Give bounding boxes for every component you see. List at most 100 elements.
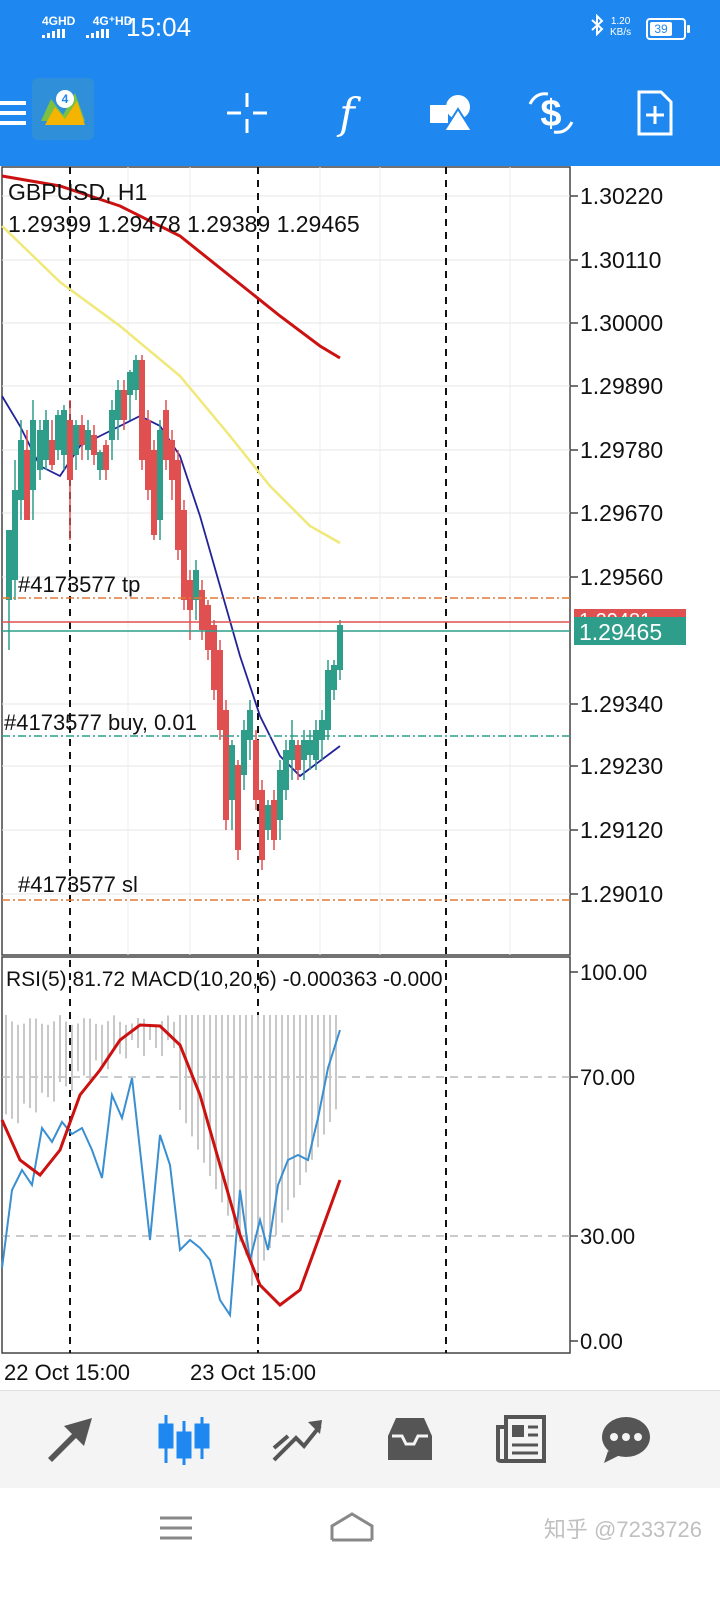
network-indicator: 4GHD 4G⁺HD xyxy=(42,14,132,38)
quotes-icon xyxy=(48,1418,92,1462)
price-tick-label: 1.29560 xyxy=(580,564,663,590)
menu-icon[interactable] xyxy=(0,88,38,138)
mid-ma-line xyxy=(1,225,341,545)
candle xyxy=(181,500,187,610)
indicators-icon[interactable]: f xyxy=(339,88,355,138)
signal-bars-icon xyxy=(42,28,122,38)
candle xyxy=(265,800,271,840)
candle xyxy=(247,700,253,760)
price-chart[interactable]: GBPUSD, H1 1.29399 1.29478 1.29389 1.294… xyxy=(0,166,720,1390)
clock: 15:04 xyxy=(126,12,192,42)
candle xyxy=(211,620,217,700)
objects-icon[interactable] xyxy=(426,88,476,138)
crosshair-icon[interactable] xyxy=(222,88,272,138)
candle xyxy=(67,400,73,540)
candle xyxy=(205,600,211,660)
candle xyxy=(169,430,175,500)
net-speed-value: 1.20 xyxy=(610,16,631,27)
metatrader-logo[interactable]: 4 xyxy=(32,78,94,140)
candle xyxy=(43,410,49,470)
battery-icon: 39 xyxy=(646,18,690,40)
chart-tab[interactable] xyxy=(154,1409,214,1469)
candle xyxy=(193,560,199,620)
candle xyxy=(37,420,43,480)
candle xyxy=(18,420,24,520)
status-bar: 4GHD 4G⁺HD 15:04 1.20 KB/s 39 xyxy=(0,0,720,56)
candle xyxy=(12,460,18,600)
candle xyxy=(175,450,181,560)
macd-signal-line xyxy=(0,1023,342,1307)
price-tick-label: 1.30220 xyxy=(580,183,663,209)
candle xyxy=(253,730,259,810)
sub-tick-label: 0.00 xyxy=(580,1329,623,1354)
candle xyxy=(187,570,193,640)
candle xyxy=(277,760,283,840)
candle xyxy=(139,355,145,470)
candle xyxy=(241,720,247,790)
toolbar: 4 f $ xyxy=(0,56,720,166)
recents-icon xyxy=(160,1516,192,1540)
candle xyxy=(24,430,30,520)
candle xyxy=(6,530,12,650)
trade-icon[interactable]: $ xyxy=(526,88,576,138)
history-icon xyxy=(388,1418,432,1460)
candle xyxy=(85,420,91,460)
time-label-2: 23 Oct 15:00 xyxy=(190,1360,316,1385)
price-tick-label: 1.29120 xyxy=(580,817,663,843)
candle xyxy=(103,440,109,480)
candle xyxy=(163,400,169,470)
chart-area[interactable]: GBPUSD, H1 1.29399 1.29478 1.29389 1.294… xyxy=(0,166,720,1390)
net-speed: 1.20 KB/s xyxy=(610,16,631,38)
candle xyxy=(55,410,61,460)
candle xyxy=(295,740,301,780)
candle xyxy=(289,720,295,780)
candle xyxy=(79,415,85,460)
sub-tick-label: 100.00 xyxy=(580,960,647,985)
candle xyxy=(157,420,163,540)
candle xyxy=(127,370,133,420)
candle xyxy=(91,425,97,465)
candle xyxy=(73,420,79,470)
news-tab[interactable] xyxy=(492,1409,552,1469)
trade-tab[interactable] xyxy=(266,1409,326,1469)
candle xyxy=(121,380,127,430)
tp-label: #4173577 tp xyxy=(18,572,140,597)
history-tab[interactable] xyxy=(380,1409,440,1469)
sub-tick-label: 70.00 xyxy=(580,1065,635,1090)
quotes-tab[interactable] xyxy=(40,1409,100,1469)
bluetooth-icon xyxy=(590,13,604,42)
home-icon xyxy=(330,1512,374,1542)
system-navigation-bar xyxy=(0,1488,720,1600)
candle xyxy=(217,640,223,740)
candle xyxy=(30,400,36,520)
watermark: 知乎 @7233726 xyxy=(543,1517,702,1542)
candle xyxy=(235,760,241,860)
candle xyxy=(325,660,331,740)
chat-tab[interactable] xyxy=(596,1409,656,1469)
price-tick-label: 1.29670 xyxy=(580,500,663,526)
current-price-badge xyxy=(574,617,686,645)
subwindow-label: RSI(5) 81.72 MACD(10,20,6) -0.000363 -0.… xyxy=(6,968,443,991)
sub-tick-label: 30.00 xyxy=(580,1224,635,1249)
home-button[interactable] xyxy=(328,1510,378,1551)
price-tick-label: 1.30000 xyxy=(580,310,663,336)
svg-text:4: 4 xyxy=(62,92,69,106)
price-tick-label: 1.29890 xyxy=(580,373,663,399)
recents-button[interactable] xyxy=(158,1514,196,1549)
candle xyxy=(271,790,277,850)
chat-icon xyxy=(602,1417,650,1463)
current-price-label: 1.29465 xyxy=(579,619,662,645)
candle xyxy=(133,355,139,400)
candle xyxy=(319,710,325,760)
candle xyxy=(151,440,157,540)
sl-label: #4173577 sl xyxy=(18,872,138,897)
candle xyxy=(229,740,235,830)
slow-ma-line xyxy=(1,174,341,360)
network-1-label: 4GHD xyxy=(42,14,76,28)
new-order-icon[interactable] xyxy=(630,88,680,138)
price-tick-label: 1.29010 xyxy=(580,881,663,907)
price-tick-label: 1.30110 xyxy=(580,247,661,273)
buy-label: #4173577 buy, 0.01 xyxy=(4,710,197,735)
price-tick-label: 1.29340 xyxy=(580,691,663,717)
candle xyxy=(145,410,151,500)
